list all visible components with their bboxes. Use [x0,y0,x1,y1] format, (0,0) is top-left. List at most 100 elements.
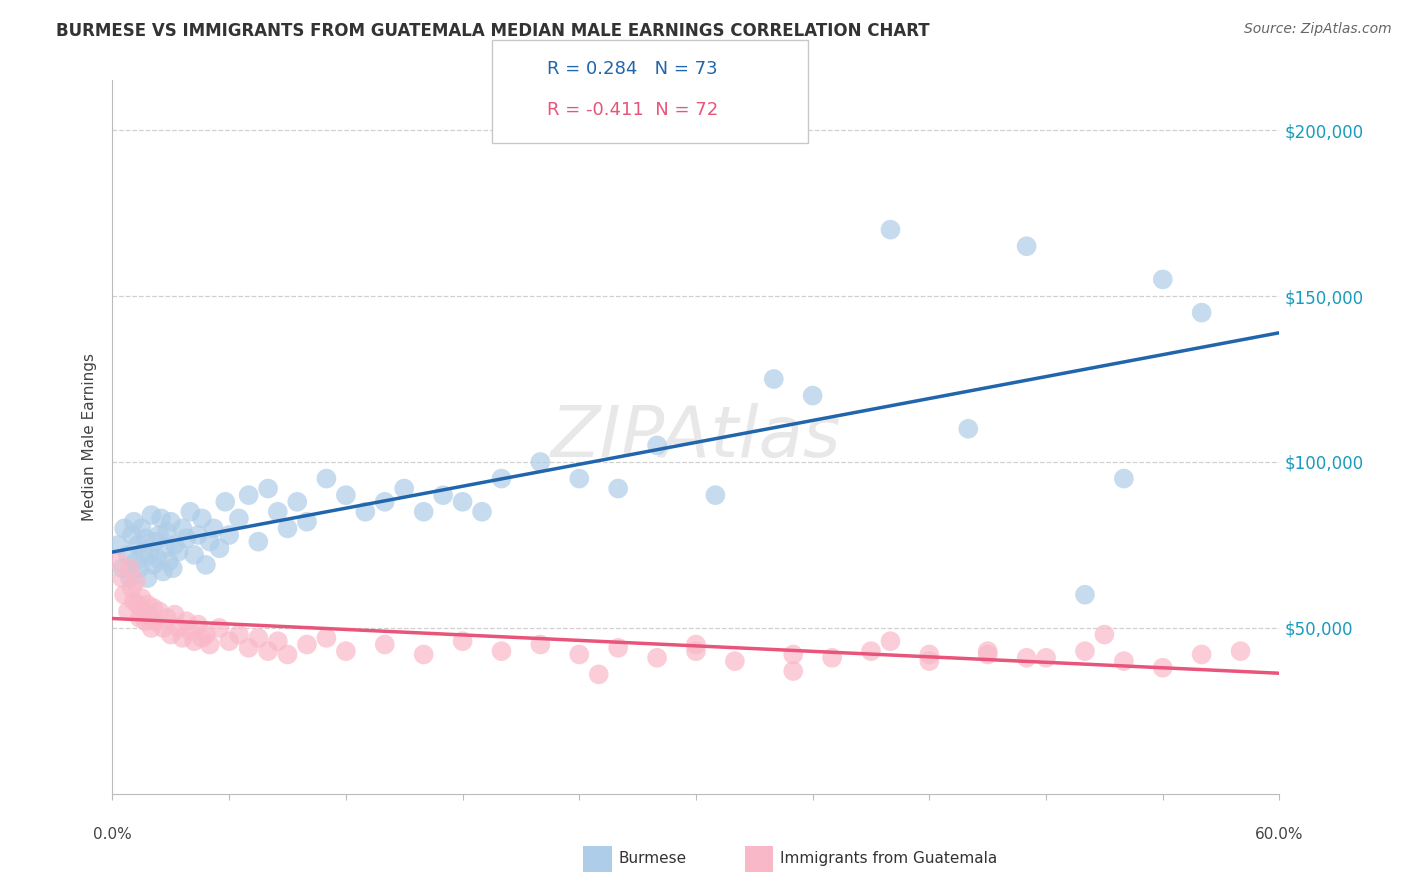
Point [607,640,630,655]
Point [138,607,160,622]
Point [152,565,174,579]
Point [135,615,157,629]
Point [167,621,190,635]
Point [160,627,183,641]
Point [172,631,194,645]
Point [125,555,148,569]
Point [918,654,941,668]
Point [121,581,143,595]
Point [247,534,270,549]
Point [176,615,198,629]
Point [163,538,186,552]
Point [1152,272,1174,286]
Text: R = -0.411  N = 72: R = -0.411 N = 72 [547,101,718,119]
Y-axis label: Median Male Earnings: Median Male Earnings [82,353,97,521]
Point [276,521,298,535]
Point [1074,588,1097,602]
Point [267,505,290,519]
Point [228,511,250,525]
Point [148,604,170,618]
Point [451,634,474,648]
Point [191,511,214,525]
Point [132,604,155,618]
Point [412,505,434,519]
Point [141,508,163,522]
Point [156,611,179,625]
Point [107,538,129,552]
Point [685,644,707,658]
Point [1092,627,1115,641]
Point [1229,644,1251,658]
Point [957,422,980,436]
Point [1015,650,1038,665]
Point [1112,654,1135,668]
Point [131,521,153,535]
Point [162,561,184,575]
Point [354,505,377,519]
Point [194,627,217,641]
Point [198,534,221,549]
Point [191,631,214,645]
Point [491,644,513,658]
Text: Burmese: Burmese [619,852,686,866]
Point [128,561,150,575]
Point [295,515,318,529]
Point [132,544,155,558]
Point [918,648,941,662]
Point [315,631,337,645]
Point [127,538,149,552]
Point [218,634,240,648]
Point [160,515,183,529]
Point [136,598,159,612]
Point [111,571,134,585]
Point [879,634,901,648]
Point [179,505,201,519]
Point [762,372,785,386]
Point [267,634,290,648]
Point [163,607,186,622]
Point [121,528,143,542]
Point [1112,472,1135,486]
Point [122,594,145,608]
Point [135,531,157,545]
Point [198,638,221,652]
Point [295,638,318,652]
Point [117,548,139,562]
Point [374,495,396,509]
Point [1191,648,1213,662]
Point [645,438,668,452]
Point [257,482,280,496]
Point [118,571,141,585]
Point [412,648,434,662]
Point [183,548,205,562]
Point [228,627,250,641]
Point [167,544,190,558]
Point [879,222,901,236]
Point [122,515,145,529]
Point [183,634,205,648]
Point [471,505,494,519]
Point [1015,239,1038,253]
Point [782,664,804,678]
Text: Immigrants from Guatemala: Immigrants from Guatemala [780,852,998,866]
Point [107,555,129,569]
Point [704,488,727,502]
Point [568,648,591,662]
Point [156,524,179,539]
Point [187,528,209,542]
Point [176,531,198,545]
Point [117,604,139,618]
Point [112,521,135,535]
Point [568,472,591,486]
Point [1035,650,1057,665]
Text: R = 0.284   N = 73: R = 0.284 N = 73 [547,60,717,78]
Point [143,534,166,549]
Point [451,495,474,509]
Point [111,561,134,575]
Point [172,521,194,535]
Point [128,611,150,625]
Point [152,621,174,635]
Point [335,644,357,658]
Point [315,472,337,486]
Point [214,495,236,509]
